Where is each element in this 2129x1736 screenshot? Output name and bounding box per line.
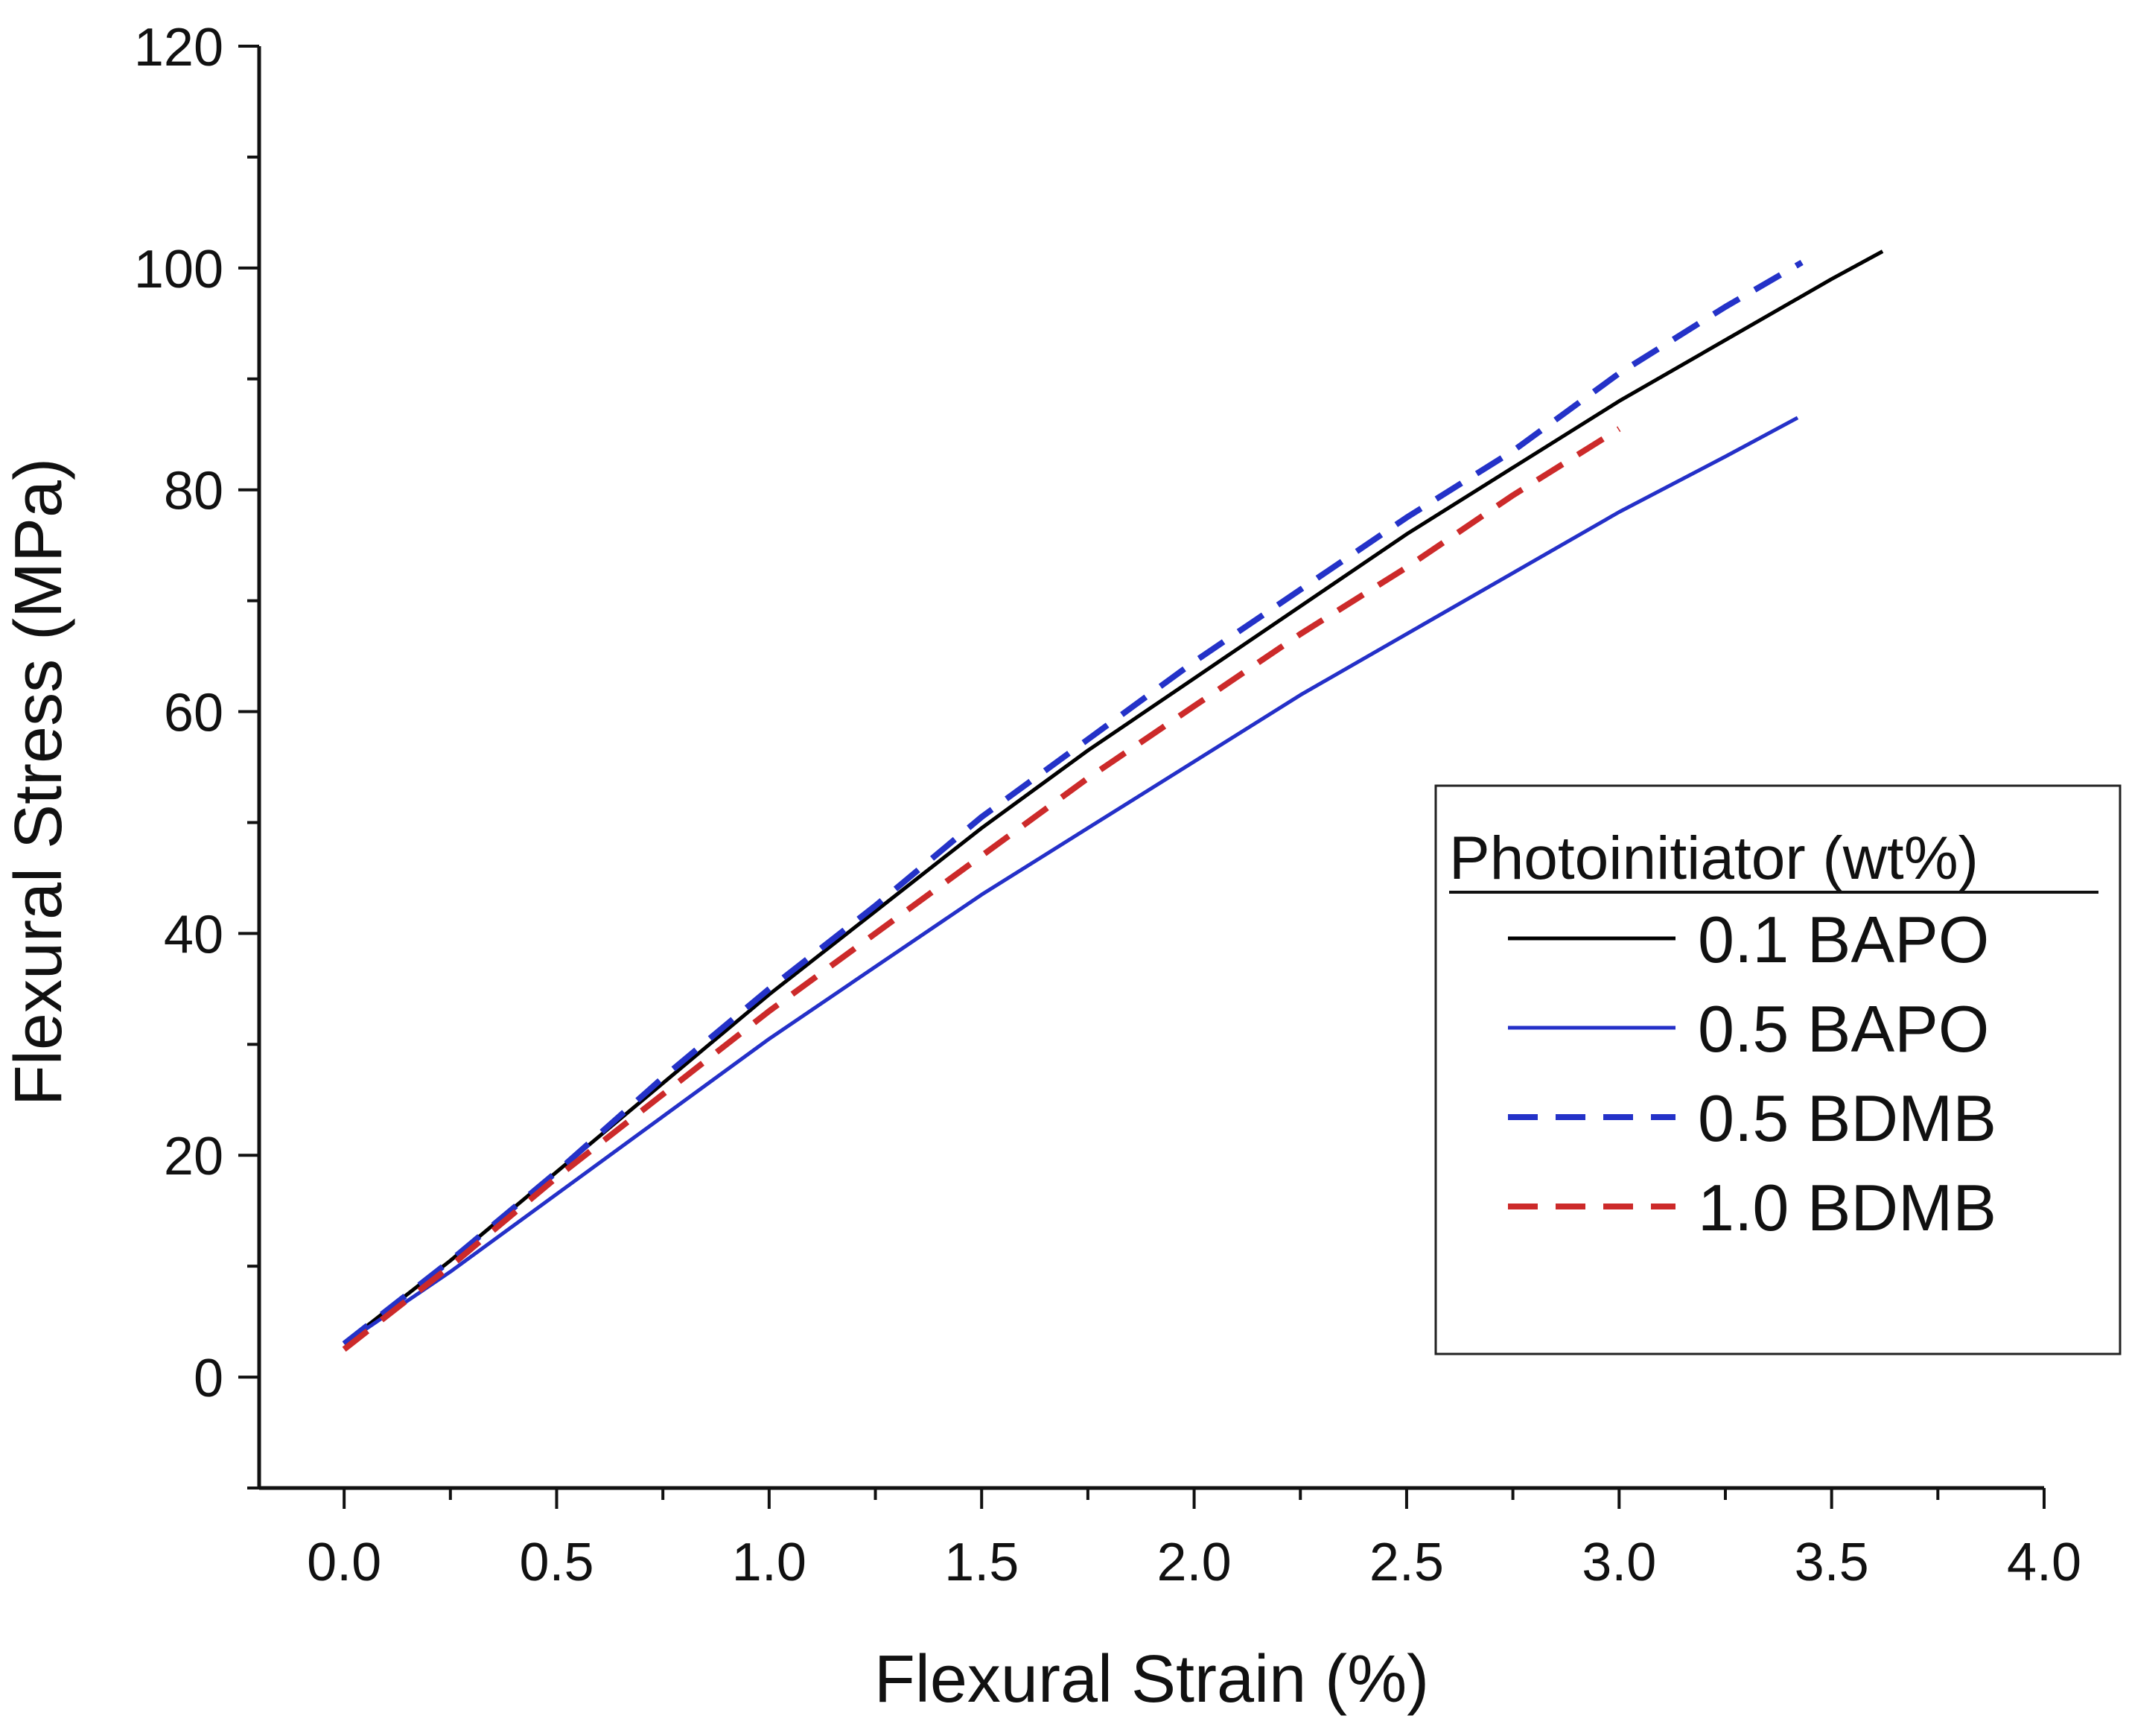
series-line-0-5-bapo	[343, 416, 1799, 1346]
legend: Photoinitiator (wt%) 0.1 BAPO 0.5 BAPO 0.5 …	[1434, 784, 2122, 1355]
x-tick-label: 2.5	[1369, 1533, 1444, 1592]
x-tick-label: 2.0	[1157, 1533, 1232, 1592]
legend-entry-label: 0.1 BAPO	[1698, 903, 1989, 976]
x-tick-label: 3.5	[1795, 1533, 1869, 1592]
y-tick-label: 40	[164, 905, 223, 964]
y-tick-label: 60	[164, 684, 223, 743]
x-tick-label: 3.0	[1582, 1533, 1656, 1592]
y-tick-label: 0	[194, 1349, 223, 1408]
y-tick-label: 80	[164, 462, 223, 521]
x-tick-label: 1.5	[944, 1533, 1019, 1592]
y-tick-label: 100	[134, 240, 223, 299]
y-tick-label: 120	[134, 18, 223, 77]
x-axis-label: Flexural Strain (%)	[874, 1642, 1429, 1717]
legend-entry-label: 0.5 BAPO	[1698, 992, 1989, 1066]
ticks-group: 0.0 0.5 1.0 1.5 2.0 2.5 3.0 3.5 4.0 0 20 40 60 80 100 1…	[134, 18, 2081, 1592]
plot-series-group	[342, 249, 1884, 1352]
x-tick-label: 1.0	[732, 1533, 806, 1592]
y-axis-label: Flexural Stress (MPa)	[1, 458, 76, 1106]
x-tick-label: 0.0	[307, 1533, 381, 1592]
legend-box	[1434, 784, 2122, 1355]
legend-entry-label: 1.0 BDMB	[1698, 1171, 1996, 1244]
legend-title: Photoinitiator (wt%)	[1449, 824, 1979, 892]
y-tick-label: 20	[164, 1127, 223, 1186]
legend-entry-label: 0.5 BDMB	[1698, 1081, 1996, 1155]
x-tick-label: 0.5	[519, 1533, 593, 1592]
x-tick-label: 4.0	[2007, 1533, 2081, 1592]
series-line-0-5-bdmb	[342, 259, 1804, 1346]
